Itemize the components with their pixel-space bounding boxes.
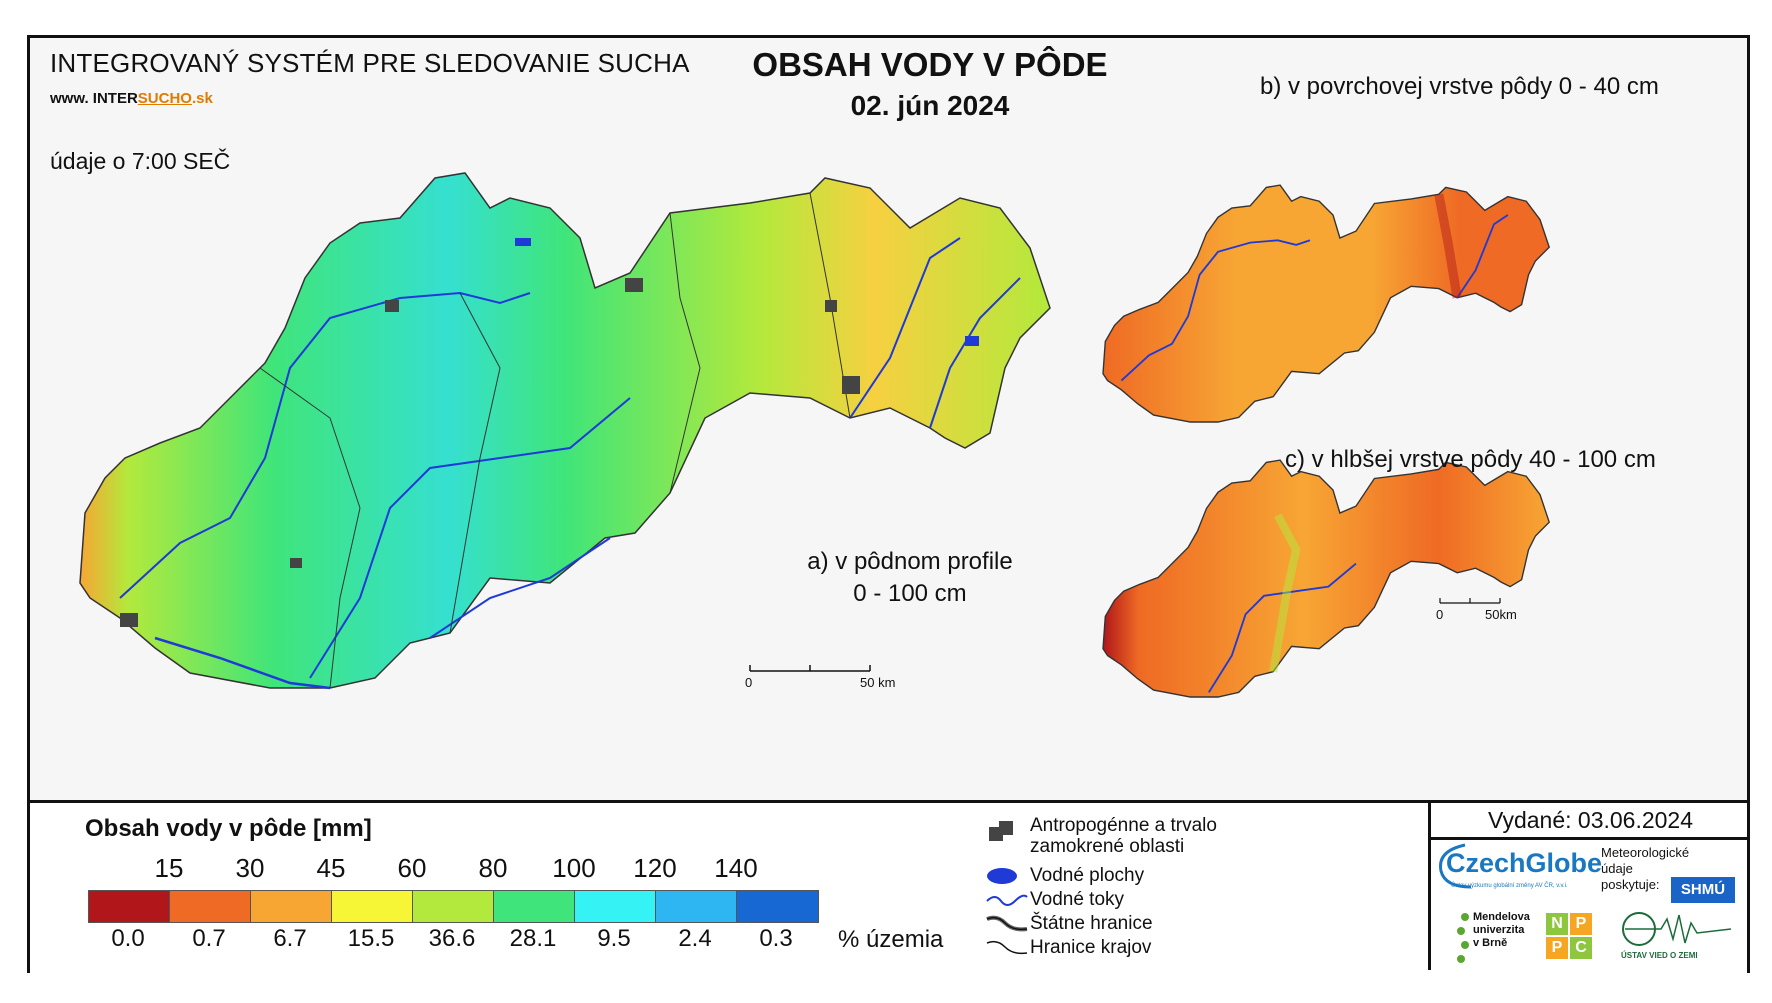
legend-percent-unit: % územia — [838, 926, 944, 953]
legend-class-swatch — [332, 891, 413, 922]
legend-threshold: 15 — [154, 853, 184, 883]
map-date: 02. jún 2024 — [850, 90, 1010, 121]
scale-main-start: 0 — [745, 675, 753, 690]
website-brand-b: SUCHO — [137, 90, 192, 107]
legend-class-swatch — [89, 891, 170, 922]
legend-streams: Vodné toky — [1030, 889, 1125, 910]
scale-main-end: 50 km — [860, 675, 896, 690]
meteo-provider-note: Meteorologické údaje poskytuje: — [1601, 845, 1690, 892]
data-time-note: údaje o 7:00 SEČ — [50, 148, 231, 174]
river-vah — [119, 291, 531, 599]
stream-icon — [986, 894, 1028, 906]
caption-a-line2: 0 - 100 cm — [853, 580, 967, 607]
legend-class-swatch — [170, 891, 251, 922]
map-b-dry-zone — [1434, 193, 1462, 299]
anthropogenic-area — [842, 376, 860, 394]
legend-percent: 28.1 — [509, 925, 557, 952]
map-c-river — [1208, 562, 1357, 693]
legend-class-swatch — [494, 891, 575, 922]
legend-threshold: 100 — [552, 853, 596, 883]
mendel-logo: Mendelova univerzita v Brně — [1473, 911, 1530, 949]
anthropogenic-area — [625, 278, 643, 292]
legend-percent: 9.5 — [597, 925, 631, 952]
map-panel: INTEGROVANÝ SYSTÉM PRE SLEDOVANIE SUCHA … — [30, 38, 1747, 800]
map-b-shape — [1102, 184, 1550, 423]
legend-percent: 36.6 — [428, 925, 476, 952]
legend-class-swatch — [575, 891, 656, 922]
nppc-logo: N P P C — [1546, 913, 1592, 959]
anthropogenic-area — [825, 300, 837, 312]
legend-threshold: 45 — [316, 853, 346, 883]
scale-small-start: 0 — [1436, 607, 1444, 622]
legend-anthropogenic: Antropogénne a trvalo zamokrené oblasti — [1030, 815, 1217, 857]
czechglobe-logo: CzechGlobe — [1446, 848, 1603, 878]
legend-state-border: Štátne hranice — [1030, 913, 1153, 934]
legend-class-swatch — [737, 891, 818, 922]
main-title: OBSAH VODY V PÔDE — [752, 46, 1108, 83]
legend-threshold: 60 — [397, 853, 427, 883]
map-frame: INTEGROVANÝ SYSTÉM PRE SLEDOVANIE SUCHA … — [27, 35, 1750, 973]
legend-threshold: 140 — [714, 853, 758, 883]
czechglobe-swoosh-icon — [1439, 843, 1472, 889]
shmu-logo: SHMÚ — [1671, 877, 1735, 903]
legend-percent: 6.7 — [273, 925, 307, 952]
legend-class-swatch — [413, 891, 494, 922]
czechglobe-subtitle: Ústav výzkumu globální změny AV ČR, v.v.… — [1451, 883, 1568, 889]
uvz-logo: ÚSTAV VIED O ZEMI — [1621, 909, 1733, 961]
legend-color-bar — [88, 890, 819, 923]
legend-class-swatch — [656, 891, 737, 922]
region-border — [449, 292, 501, 634]
seismograph-icon — [1622, 912, 1732, 946]
scale-bar-small — [1439, 598, 1501, 604]
river-hron — [309, 397, 631, 679]
river-west — [154, 636, 331, 690]
website-suffix: .sk — [191, 90, 213, 107]
caption-b: b) v povrchovej vrstve pôdy 0 - 40 cm — [1260, 73, 1659, 100]
anthropogenic-area — [120, 613, 138, 627]
state-border-icon — [986, 915, 1028, 932]
system-title: INTEGROVANÝ SYSTÉM PRE SLEDOVANIE SUCHA — [50, 48, 690, 78]
anthropogenic-area-icon — [989, 821, 1013, 841]
website-link[interactable]: www. INTERSUCHO.sk — [50, 90, 213, 107]
river-ipel — [429, 537, 611, 639]
legend-threshold: 80 — [478, 853, 508, 883]
legend-percent: 2.4 — [678, 925, 712, 952]
issued-date: Vydané: 03.06.2024 — [1431, 803, 1750, 840]
legend-percent: 15.5 — [347, 925, 395, 952]
main-map-shape — [79, 172, 1051, 689]
river-hornad — [849, 237, 961, 419]
legend-threshold: 30 — [235, 853, 265, 883]
region-border — [669, 212, 701, 494]
legend-water-bodies: Vodné plochy — [1030, 865, 1145, 886]
website-brand-a: INTER — [92, 90, 138, 107]
anthropogenic-area — [385, 300, 399, 312]
legend-percent: 0.3 — [759, 925, 793, 952]
legend-panel: Obsah vody v pôde [mm] 15 30 45 60 80 10… — [30, 800, 1750, 973]
legend-percent: 0.7 — [192, 925, 226, 952]
map-c-wet-zone — [1269, 513, 1301, 673]
legend-title: Obsah vody v pôde [mm] — [85, 815, 372, 842]
water-body — [515, 238, 531, 246]
caption-c: c) v hlbšej vrstve pôdy 40 - 100 cm — [1285, 446, 1656, 473]
water-body — [965, 336, 979, 346]
scale-small-end: 50km — [1485, 607, 1517, 622]
legend-threshold: 120 — [633, 853, 677, 883]
credits-box: Vydané: 03.06.2024 CzechGlobe Ústav výzk… — [1428, 803, 1750, 970]
map-b-river — [1120, 239, 1311, 382]
legend-class-swatch — [251, 891, 332, 922]
map-c-shape — [1102, 459, 1550, 698]
website-prefix: www. — [50, 90, 89, 107]
anthropogenic-area — [290, 558, 302, 568]
region-border-icon — [986, 940, 1028, 955]
main-map-svg — [79, 172, 1550, 698]
legend-region-border: Hranice krajov — [1030, 937, 1152, 958]
mendel-dots-icon — [1457, 913, 1469, 963]
water-body-icon — [987, 868, 1017, 884]
caption-a-line1: a) v pôdnom profile — [807, 548, 1013, 575]
scale-bar-main — [749, 665, 871, 672]
region-border — [259, 367, 361, 689]
legend-percent: 0.0 — [111, 925, 145, 952]
map-b-river — [1456, 214, 1509, 299]
